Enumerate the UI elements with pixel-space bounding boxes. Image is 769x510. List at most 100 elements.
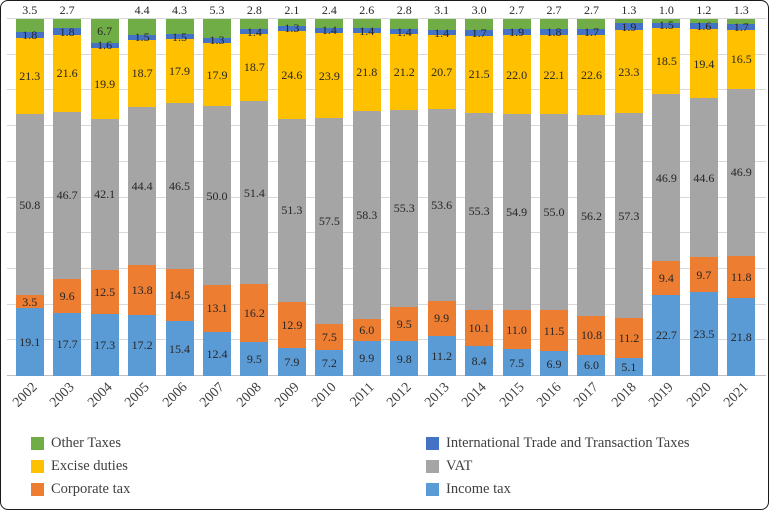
segment-vat xyxy=(128,106,157,266)
segment-international-trade-and-transaction-taxes xyxy=(240,29,269,34)
segment-vat xyxy=(614,113,643,318)
legend-item-income-tax: Income tax xyxy=(426,478,690,501)
segment-excise-duties xyxy=(240,34,269,101)
segment-corporate-tax xyxy=(577,316,606,355)
gridline xyxy=(7,267,766,269)
legend-item-vat: VAT xyxy=(426,455,690,478)
segment-income-tax xyxy=(427,336,456,376)
x-axis-label: 2011 xyxy=(347,380,378,411)
segment-international-trade-and-transaction-taxes xyxy=(727,23,756,30)
segment-international-trade-and-transaction-taxes xyxy=(540,28,569,36)
segment-international-trade-and-transaction-taxes xyxy=(427,30,456,36)
x-axis-label: 2019 xyxy=(646,380,677,411)
segment-other-taxes xyxy=(165,18,194,34)
segment-excise-duties xyxy=(502,35,531,114)
segment-excise-duties xyxy=(614,30,643,114)
segment-other-taxes xyxy=(315,19,344,28)
legend-item-other-taxes: Other Taxes xyxy=(31,432,130,455)
segment-income-tax xyxy=(727,298,756,376)
segment-income-tax xyxy=(315,350,344,376)
segment-corporate-tax xyxy=(128,265,157,315)
segment-vat xyxy=(390,109,419,308)
x-axis-label: 2018 xyxy=(609,380,640,411)
segment-income-tax xyxy=(390,341,419,376)
legend-label: Other Taxes xyxy=(51,435,121,451)
legend-label: Income tax xyxy=(446,481,511,497)
legend-label: Excise duties xyxy=(51,458,128,474)
legend-swatch-icon xyxy=(426,483,439,496)
gridline xyxy=(7,196,766,198)
segment-other-taxes xyxy=(90,18,119,43)
x-axis-label: 2013 xyxy=(421,380,453,411)
segment-vat xyxy=(577,115,606,317)
x-axis-label: 2003 xyxy=(47,380,78,411)
segment-other-taxes xyxy=(502,19,531,29)
segment-excise-duties xyxy=(128,40,157,107)
segment-vat xyxy=(165,103,194,270)
x-axis-label: 2020 xyxy=(684,380,715,411)
segment-corporate-tax xyxy=(540,310,569,352)
x-axis-label: 2015 xyxy=(496,380,528,411)
segment-excise-duties xyxy=(427,35,456,110)
segment-excise-duties xyxy=(277,30,306,119)
segment-income-tax xyxy=(652,294,681,376)
legend-swatch-icon xyxy=(31,437,44,450)
segment-other-taxes xyxy=(540,19,569,29)
segment-excise-duties xyxy=(465,35,494,113)
gridline xyxy=(7,303,766,305)
gridline xyxy=(7,339,766,341)
gridline xyxy=(7,18,766,19)
segment-excise-duties xyxy=(727,29,756,89)
legend-item-excise-duties: Excise duties xyxy=(31,455,130,478)
segment-excise-duties xyxy=(165,39,194,104)
legend-label: International Trade and Transaction Taxe… xyxy=(446,435,690,451)
segment-corporate-tax xyxy=(277,301,306,348)
x-axis-label: 2014 xyxy=(459,380,490,411)
x-axis-label: 2006 xyxy=(159,380,191,411)
segment-corporate-tax xyxy=(465,309,494,347)
x-axis-label: 2002 xyxy=(9,380,41,411)
segment-income-tax xyxy=(53,312,82,376)
segment-vat xyxy=(315,118,344,324)
x-axis-label: 2007 xyxy=(197,380,228,411)
segment-corporate-tax xyxy=(315,323,344,351)
segment-corporate-tax xyxy=(202,284,231,332)
legend-swatch-icon xyxy=(31,460,44,473)
segment-international-trade-and-transaction-taxes xyxy=(390,29,419,34)
segment-income-tax xyxy=(202,331,231,376)
segment-vat xyxy=(15,113,44,296)
segment-corporate-tax xyxy=(90,269,119,315)
segment-international-trade-and-transaction-taxes xyxy=(465,29,494,36)
segment-corporate-tax xyxy=(427,300,456,337)
x-axis-label: 2012 xyxy=(384,380,415,411)
legend-item-corporate-tax: Corporate tax xyxy=(31,478,130,501)
segment-vat xyxy=(240,100,269,285)
segment-other-taxes xyxy=(652,19,681,23)
segment-corporate-tax xyxy=(689,257,718,293)
segment-excise-duties xyxy=(315,32,344,119)
segment-other-taxes xyxy=(727,19,756,24)
segment-international-trade-and-transaction-taxes xyxy=(577,28,606,35)
segment-excise-duties xyxy=(202,42,231,107)
segment-international-trade-and-transaction-taxes xyxy=(53,28,82,35)
segment-other-taxes xyxy=(128,19,157,35)
segment-international-trade-and-transaction-taxes xyxy=(614,23,643,31)
segment-vat xyxy=(90,119,119,270)
segment-international-trade-and-transaction-taxes xyxy=(652,22,681,28)
segment-vat xyxy=(352,111,381,320)
segment-income-tax xyxy=(165,321,194,376)
segment-corporate-tax xyxy=(15,295,44,308)
segment-income-tax xyxy=(577,354,606,376)
segment-vat xyxy=(540,113,569,311)
segment-corporate-tax xyxy=(53,278,82,313)
x-axis-label: 2008 xyxy=(234,380,266,411)
segment-vat xyxy=(53,111,82,279)
x-axis-label: 2009 xyxy=(272,380,303,411)
segment-corporate-tax xyxy=(390,307,419,342)
segment-other-taxes xyxy=(352,19,381,29)
x-axis-label: 2021 xyxy=(721,380,752,411)
segment-international-trade-and-transaction-taxes xyxy=(15,31,44,38)
segment-vat xyxy=(427,109,456,301)
segment-other-taxes xyxy=(614,18,643,24)
